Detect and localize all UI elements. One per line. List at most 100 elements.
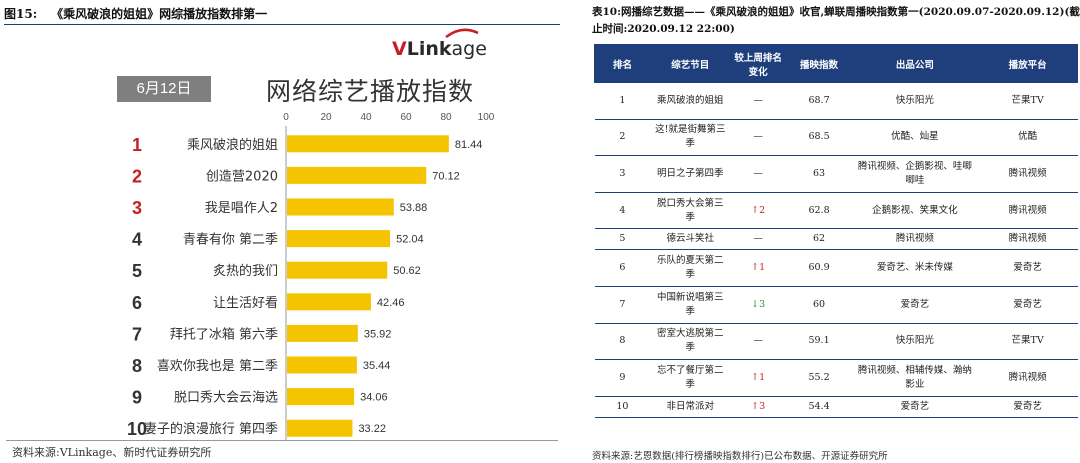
cell-company: 腾讯视频、相辅传媒、瀚纳影业: [851, 359, 978, 397]
cell-rank: 7: [594, 286, 651, 324]
table-title: 表10:网播综艺数据——《乘风破浪的姐姐》收官,蝉联周播映指数第一(2020.0…: [592, 6, 1080, 35]
cell-index: 68.5: [786, 119, 852, 157]
bar-value-label: 42.46: [377, 297, 405, 309]
cell-rank: 4: [594, 192, 651, 230]
date-badge: 6月12日: [117, 76, 211, 102]
header-change: 较上周排名变化: [729, 44, 787, 83]
left-source-note: 资料来源:VLinkage、新时代证券研究所: [12, 446, 212, 459]
figure-caption: 《乘风破浪的姐姐》网综播放指数排第一: [51, 7, 268, 21]
cell-show: 脱口秀大会第三季: [650, 192, 731, 230]
category-label: 让生活好看: [213, 295, 278, 311]
cell-index: 60: [786, 286, 852, 324]
cell-show: 非日常派对: [650, 396, 731, 418]
cell-company: 腾讯视频、企鹅影视、哇唧唧哇: [851, 155, 978, 193]
bar-value-label: 53.88: [400, 202, 428, 214]
rank-number: 10: [127, 419, 147, 439]
ranking-table: 排名 综艺节目 较上周排名变化 播映指数 出品公司 播放平台 1 乘风破浪的姐姐 —…: [594, 44, 1078, 418]
category-label: 拜托了冰箱 第六季: [170, 326, 278, 342]
bar: [287, 198, 394, 216]
bar: [287, 419, 353, 437]
cell-platform: 爱奇艺: [977, 286, 1078, 324]
cell-change: —: [730, 228, 787, 251]
cell-company: 爱奇艺: [851, 286, 978, 324]
rank-number: 6: [132, 293, 142, 313]
cell-index: 62.8: [786, 192, 852, 230]
header-index: 播映指数: [785, 44, 853, 83]
cell-company: 爱奇艺、米未传媒: [851, 249, 978, 287]
source-divider: [6, 440, 558, 441]
rank-number: 7: [132, 324, 142, 344]
cell-rank: 10: [594, 396, 651, 418]
cell-show: 德云斗笑社: [650, 228, 731, 251]
cell-rank: 8: [594, 323, 651, 361]
rank-number: 2: [132, 166, 142, 186]
cell-platform: 腾讯视频: [977, 155, 1078, 193]
category-label: 喜欢你我也是 第二季: [157, 359, 278, 374]
bar: [287, 230, 391, 248]
cell-change: ↓3: [730, 286, 787, 324]
cell-company: 爱奇艺: [851, 396, 978, 418]
cell-platform: 芒果TV: [977, 323, 1078, 361]
bar-value-label: 34.06: [360, 392, 388, 404]
cell-change: ↑1: [730, 249, 787, 287]
cell-change: —: [730, 155, 787, 193]
right-panel: 表10:网播综艺数据——《乘风破浪的姐姐》收官,蝉联周播映指数第一(2020.0…: [588, 0, 1080, 463]
x-tick-label: 40: [360, 112, 372, 123]
cell-rank: 9: [594, 359, 651, 397]
table-row: 2 这!就是街舞第三季 —68.5 优酷、灿星 优酷: [594, 119, 1078, 157]
cell-company: 腾讯视频: [851, 228, 978, 251]
bar: [287, 356, 357, 374]
table-row: 6 乐队的夏天第二季 ↑1 60.9 爱奇艺、米未传媒 爱奇艺: [594, 249, 1078, 287]
bar-value-label: 52.04: [396, 234, 424, 246]
bar-value-label: 35.92: [364, 328, 392, 340]
cell-change: —: [730, 82, 787, 120]
rank-number: 1: [132, 135, 142, 155]
cell-company: 优酷、灿星: [851, 119, 978, 157]
cell-change: —: [730, 119, 787, 157]
cell-index: 63: [786, 155, 852, 193]
cell-show: 中国新说唱第三季: [650, 286, 731, 324]
category-label: 乘风破浪的姐姐: [187, 137, 278, 153]
logo-text-age: age: [451, 38, 487, 60]
cell-show: 明日之子第四季: [650, 155, 731, 193]
figure-label: 图15:: [4, 7, 38, 21]
table-row: 4 脱口秀大会第三季 ↑2 62.8 企鹅影视、笑果文化 腾讯视频: [594, 192, 1078, 230]
logo-letter-v: V: [392, 38, 407, 60]
table-row: 3 明日之子第四季 —63 腾讯视频、企鹅影视、哇唧唧哇 腾讯视频: [594, 155, 1078, 193]
cell-show: 密室大逃脱第二季: [650, 323, 731, 361]
cell-rank: 3: [594, 155, 651, 193]
bar: [287, 293, 371, 311]
x-tick-label: 80: [440, 112, 452, 123]
x-tick-label: 0: [283, 112, 289, 123]
cell-change: —: [730, 323, 787, 361]
cell-change: ↑3: [730, 396, 787, 418]
cell-platform: 爱奇艺: [977, 249, 1078, 287]
cell-rank: 5: [594, 228, 651, 251]
cell-index: 59.1: [786, 323, 852, 361]
cell-change: ↑1: [730, 359, 787, 397]
cell-change: ↑2: [730, 192, 787, 230]
rank-number: 9: [132, 388, 142, 408]
x-tick-label: 20: [320, 112, 332, 123]
bar: [287, 388, 355, 406]
cell-rank: 2: [594, 119, 651, 157]
cell-company: 企鹅影视、笑果文化: [851, 192, 978, 230]
left-panel: 图15: 《乘风破浪的姐姐》网综播放指数排第一 VLinkage 6月12日 网络…: [4, 5, 560, 459]
table-header-row: 排名 综艺节目 较上周排名变化 播映指数 出品公司 播放平台: [594, 44, 1078, 83]
rank-number: 8: [132, 356, 142, 376]
category-label: 炙热的我们: [213, 263, 278, 279]
table-row: 8 密室大逃脱第二季 —59.1 快乐阳光 芒果TV: [594, 323, 1078, 361]
cell-rank: 6: [594, 249, 651, 287]
category-label: 脱口秀大会云海选: [174, 391, 278, 406]
rank-number: 5: [132, 261, 142, 281]
cell-platform: 腾讯视频: [977, 192, 1078, 230]
category-label: 妻子的浪漫旅行 第四季: [144, 421, 278, 437]
header-platform: 播放平台: [977, 44, 1078, 83]
table-row: 9 忘不了餐厅第二季 ↑1 55.2 腾讯视频、相辅传媒、瀚纳影业 腾讯视频: [594, 359, 1078, 397]
rank-number: 3: [132, 198, 142, 218]
cell-company: 快乐阳光: [851, 82, 978, 120]
figure-title: 图15: 《乘风破浪的姐姐》网综播放指数排第一: [4, 5, 560, 25]
bar: [287, 166, 427, 184]
logo-text-link: Link: [406, 38, 452, 60]
cell-platform: 爱奇艺: [977, 396, 1078, 418]
